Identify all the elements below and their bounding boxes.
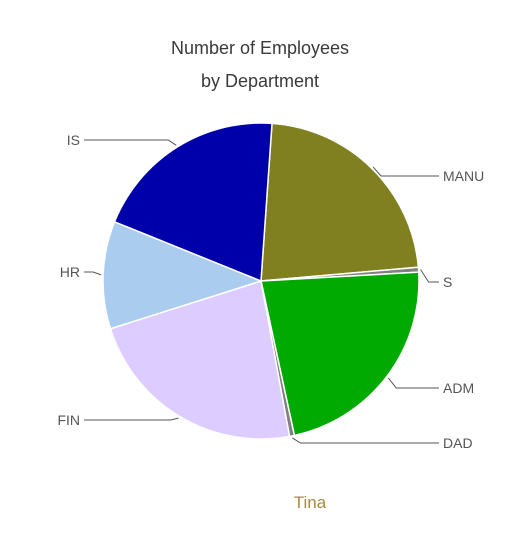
slice-label-hr: HR	[60, 264, 80, 280]
slice-label-dad: DAD	[443, 435, 473, 451]
slice-label-adm: ADM	[443, 380, 474, 396]
leader-line-manu	[372, 166, 439, 177]
leader-line-fin	[84, 417, 179, 421]
slice-label-fin: FIN	[57, 412, 80, 428]
pie-slice-fin	[109, 280, 291, 440]
leader-line-s	[420, 269, 439, 283]
chart-title: Number of Employees by Department	[0, 32, 520, 98]
slice-label-manu: MANU	[443, 168, 484, 184]
slice-label-s: S	[443, 274, 452, 290]
leader-line-adm	[387, 377, 439, 389]
caption: Tina	[293, 493, 327, 512]
pie-slice-manu	[260, 122, 420, 282]
chart-title-line-2: by Department	[200, 71, 320, 91]
pie-slice-hr	[102, 220, 264, 330]
chart-title-line-1: Number of Employees	[170, 38, 350, 58]
leader-line-is	[84, 139, 177, 146]
leader-line-dad	[292, 437, 439, 444]
pie-slice-is	[113, 122, 273, 283]
pie-slice-adm	[260, 271, 420, 437]
leader-line-hr	[84, 271, 102, 276]
slice-label-is: IS	[67, 132, 80, 148]
